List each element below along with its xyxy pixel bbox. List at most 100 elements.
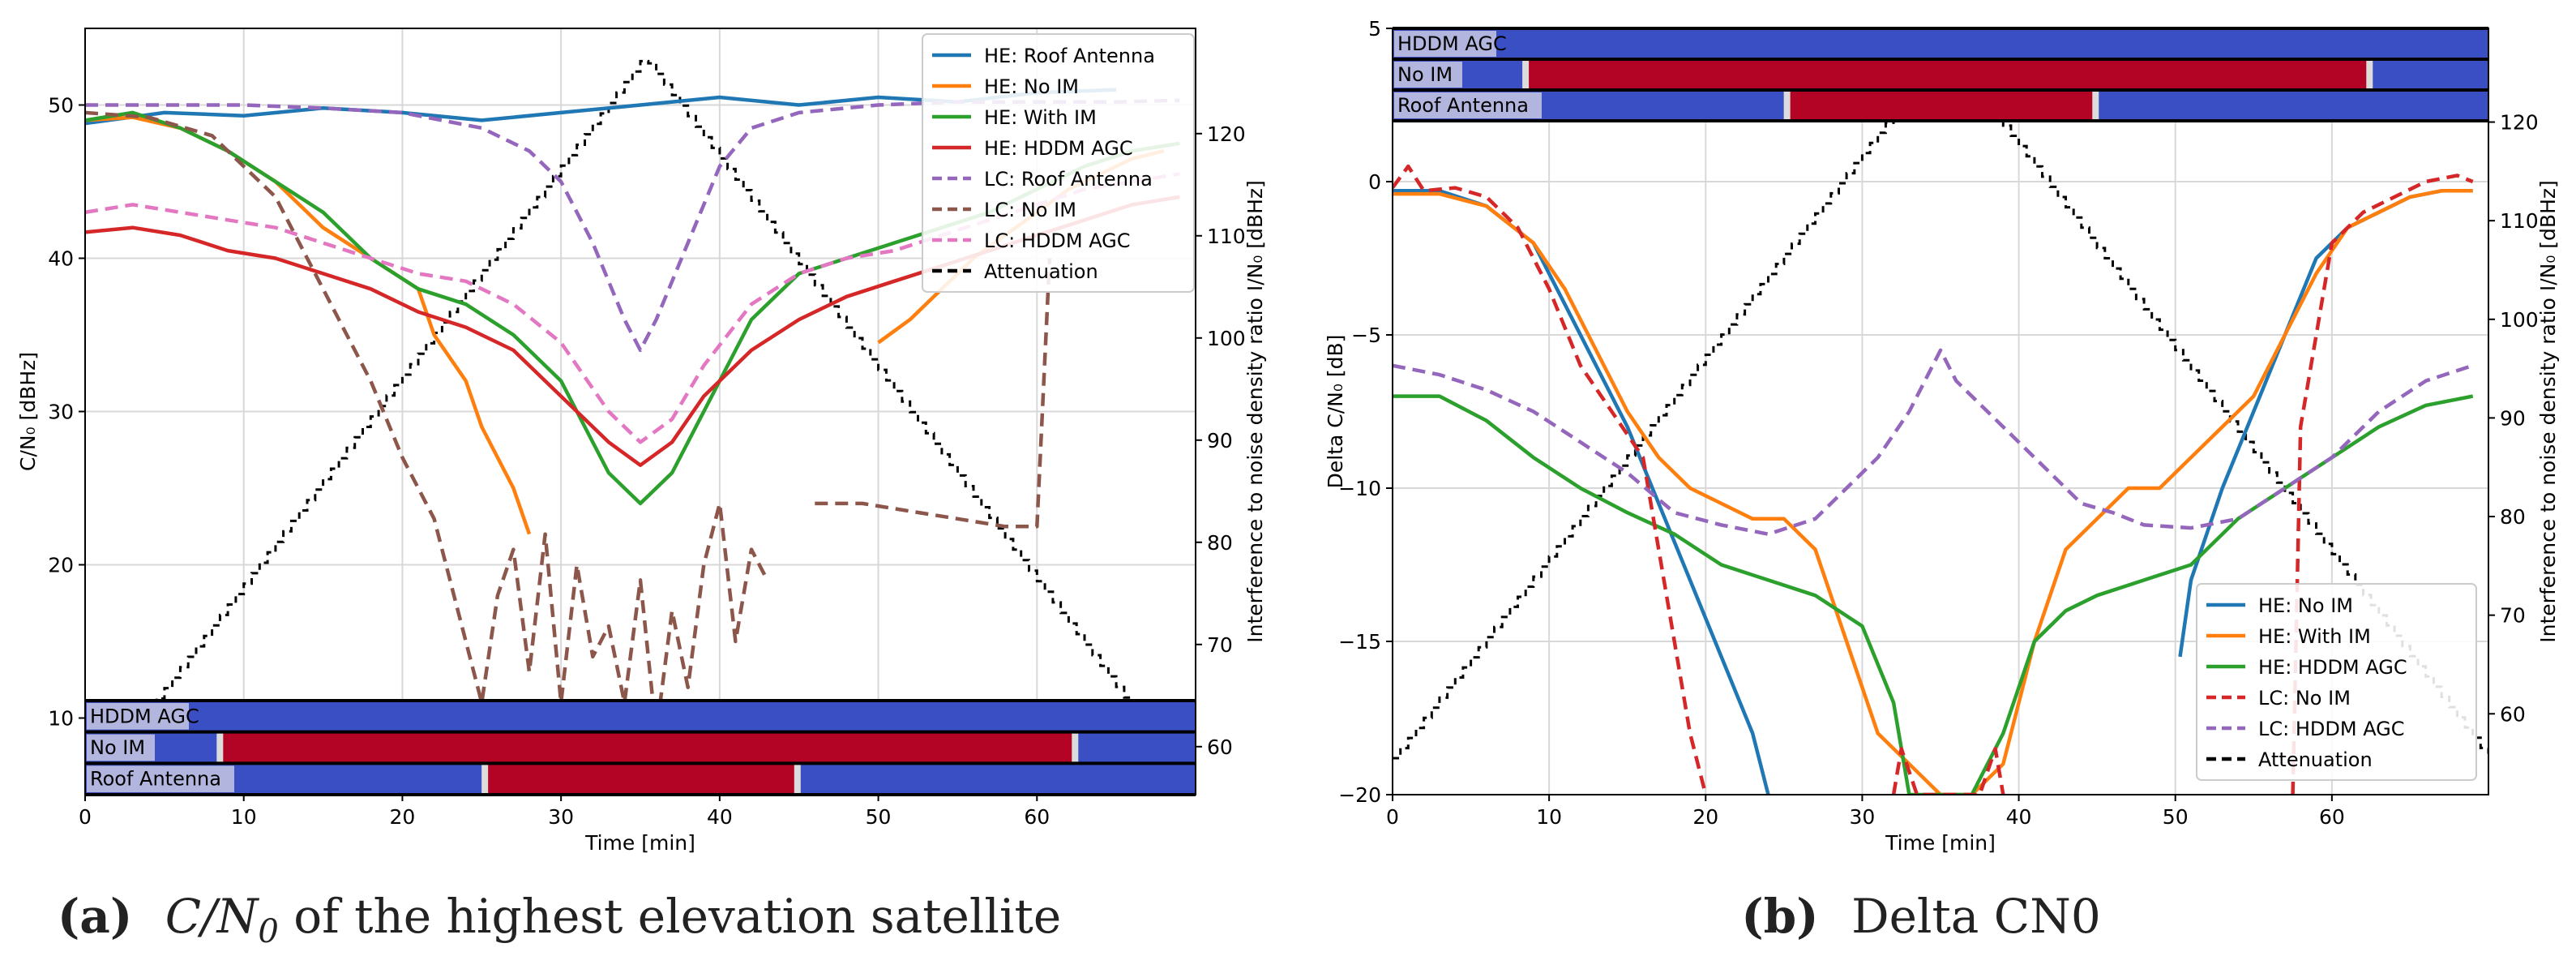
caption-b: (b) Delta CN0 [1741, 889, 2101, 944]
band-edge [2366, 59, 2373, 90]
series-lc-no-im [1393, 164, 1708, 795]
caption-a-math: C/N [165, 889, 260, 944]
svg-text:(b) Delta CN0: (b) Delta CN0 [1741, 889, 2101, 944]
y-tick-label: −10 [1338, 477, 1381, 500]
y-axis-label: Delta C/N₀ [dB] [1324, 335, 1347, 489]
series-lc-roof-antenna [85, 98, 1180, 353]
legend-label-he-no-im: HE: No IM [2258, 594, 2353, 617]
legend-label-he-hddm-agc: HE: HDDM AGC [984, 137, 1133, 160]
band-edge [216, 731, 224, 764]
y-tick-label: −15 [1338, 630, 1381, 654]
legend-box [2196, 583, 2477, 781]
band-label-bg [1394, 92, 1542, 118]
band-hddm-agc: HDDM AGC [85, 699, 1196, 732]
band-red-segment [1527, 59, 2368, 90]
y2-tick-label: 80 [2500, 505, 2526, 529]
legend-label-attenuation: Attenuation [984, 260, 1098, 283]
legend-label-he-with-im: HE: With IM [2258, 625, 2371, 648]
y2-tick-label: 80 [1207, 531, 1233, 555]
panel-a-chart: HDDM AGC No IM Roof Antenna 0 10 20 30 40 50 60 10… [16, 28, 1267, 855]
band-edge [481, 763, 489, 795]
legend-label-lc-hddm-agc: LC: HDDM AGC [2258, 718, 2405, 740]
legend-label-lc-no-im: LC: No IM [2258, 687, 2351, 710]
series-group-a [85, 59, 1196, 794]
band-edge [2092, 90, 2099, 121]
band-background [1393, 28, 2488, 59]
y-tick-label: 0 [1368, 170, 1381, 194]
y-tick-label: 50 [48, 94, 74, 118]
legend-label-lc-hddm-agc: LC: HDDM AGC [984, 229, 1131, 252]
legend-a: HE: Roof Antenna HE: No IM HE: With IM HE: … [922, 33, 1195, 293]
y-tick-label: 30 [48, 401, 74, 424]
legend-label-he-with-im: HE: With IM [984, 106, 1097, 129]
band-red-segment [221, 731, 1074, 764]
band-label: HDDM AGC [90, 705, 199, 727]
x-tick-label: 40 [2006, 805, 2032, 829]
y-tick-label: 20 [48, 554, 74, 577]
legend-label-lc-roof-antenna: LC: Roof Antenna [984, 168, 1153, 191]
x-tick-label: 60 [2319, 805, 2345, 829]
caption-a-rest: of the highest elevation satellite [279, 889, 1061, 944]
y2-axis-label: Interference to noise density ratio I/N₀… [2536, 180, 2560, 642]
legend-label-he-roof-antenna: HE: Roof Antenna [984, 45, 1155, 67]
band-edge [1783, 90, 1791, 121]
band-edge [794, 763, 801, 795]
caption-a-label: (a) [58, 889, 132, 944]
x-tick-label: 20 [1692, 805, 1718, 829]
band-label-bg [87, 703, 189, 730]
y2-tick-label: 60 [1207, 735, 1233, 759]
band-background [85, 701, 1196, 732]
ticks-b: 0 10 20 30 40 50 60 −20 −15 −10 −5 0 5 60 70 80 90 100 110… [1338, 17, 2538, 829]
legend-label-lc-no-im: LC: No IM [984, 199, 1076, 221]
band-label-bg [87, 734, 155, 761]
plot-frame [1392, 28, 2489, 795]
y2-tick-label: 70 [1207, 633, 1233, 657]
series-he-no-im [1393, 189, 1770, 795]
y2-tick-label: 90 [2500, 406, 2526, 430]
band-edge [1072, 731, 1079, 764]
band-label-bg [87, 765, 234, 792]
band-label: Roof Antenna [90, 768, 221, 791]
y2-tick-label: 110 [2500, 209, 2539, 233]
series-he-with-im [1393, 189, 2473, 795]
y-tick-label: −20 [1338, 783, 1381, 807]
y-axis-label: C/N₀ [dBHz] [16, 352, 40, 471]
band-label-bg [1394, 31, 1496, 57]
legend-label-attenuation: Attenuation [2258, 748, 2373, 771]
legend-b: HE: No IM HE: With IM HE: HDDM AGC LC: No I… [2196, 583, 2477, 781]
series-lc-no-im [1891, 747, 2005, 795]
legend-box [922, 33, 1195, 293]
band-red-segment [486, 763, 796, 795]
caption-b-label: (b) [1741, 889, 1818, 944]
legend-label-he-hddm-agc: HE: HDDM AGC [2258, 656, 2407, 679]
x-tick-label: 60 [1024, 805, 1050, 829]
band-label: Roof Antenna [1397, 94, 1529, 117]
x-tick-label: 50 [2163, 805, 2189, 829]
y2-tick-label: 100 [1207, 327, 1246, 350]
y-tick-label: 10 [48, 707, 74, 731]
caption-a-sub: 0 [258, 913, 278, 950]
x-tick-label: 40 [707, 805, 733, 829]
series-lc-no-im [815, 258, 1052, 529]
y-tick-label: 5 [1368, 17, 1381, 41]
band-hddm-agc: HDDM AGC [1393, 27, 2488, 59]
x-tick-label: 20 [390, 805, 416, 829]
y2-tick-label: 120 [2500, 111, 2539, 135]
x-tick-label: 30 [548, 805, 574, 829]
y-tick-label: 40 [48, 247, 74, 271]
y2-tick-label: 70 [2500, 604, 2526, 628]
series-lc-no-im [2291, 174, 2474, 795]
y2-tick-label: 90 [1207, 429, 1233, 452]
x-tick-label: 0 [79, 805, 92, 829]
x-axis-label: Time [min] [1885, 831, 1996, 855]
x-tick-label: 50 [866, 805, 892, 829]
band-label-bg [1394, 62, 1462, 88]
band-roof-antenna: Roof Antenna [85, 761, 1196, 795]
attenuation-line [85, 59, 1196, 794]
caption-b-text: Delta CN0 [1851, 889, 2101, 944]
band-red-segment [1788, 90, 2095, 121]
y2-tick-label: 100 [2500, 308, 2539, 332]
band-edge [1522, 59, 1530, 90]
y2-tick-label: 110 [1207, 225, 1246, 248]
